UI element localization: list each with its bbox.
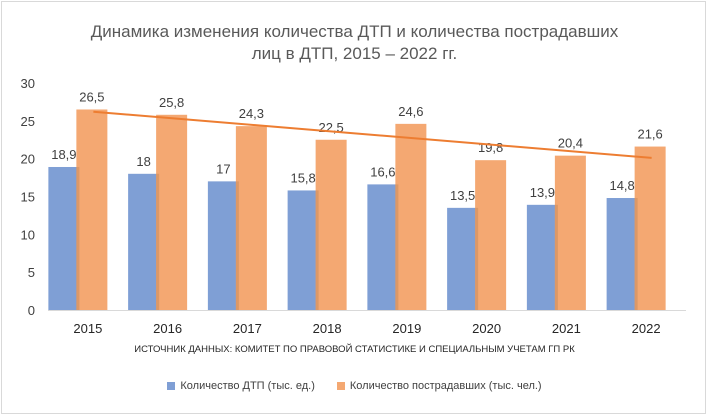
x-tick-label: 2017 [233,321,262,336]
trendline-injured [93,110,652,159]
bar-injured [395,123,427,310]
x-tick-label: 2022 [632,321,661,336]
data-label-accidents: 17 [216,161,230,176]
y-tick-label: 30 [21,76,35,91]
bar-overlap [475,207,479,310]
bar-overlap [156,173,160,310]
chart-title: Динамика изменения количества ДТП и коли… [90,22,619,63]
legend: Количество ДТП (тыс. ед.) Количество пос… [2,380,707,392]
x-tick-label: 2015 [73,321,102,336]
bar-injured [475,160,507,310]
bar-injured [315,139,347,310]
x-tick-label: 2016 [153,321,182,336]
data-label-accidents: 18,9 [51,147,76,162]
data-label-accidents: 18 [136,154,150,169]
bar-accidents [48,166,80,310]
bar-overlap [634,198,638,310]
bar-injured [634,146,666,310]
bar-injured [235,126,267,310]
bar-overlap [554,204,558,310]
bar-injured [156,114,188,310]
legend-item-accidents: Количество ДТП (тыс. ед.) [167,380,315,392]
x-tick-label: 2021 [552,321,581,336]
bar-accidents [526,204,558,310]
data-label-injured: 21,6 [637,127,662,142]
bar-overlap [395,184,399,310]
y-tick-label: 25 [21,114,35,129]
y-tick-label: 10 [21,227,35,242]
legend-label-injured: Количество пострадавших (тыс. чел.) [349,380,542,392]
x-tick-label: 2019 [392,321,421,336]
data-label-injured: 19,8 [478,140,503,155]
source-note: ИСТОЧНИК ДАННЫХ: КОМИТЕТ ПО ПРАВОВОЙ СТА… [134,344,575,355]
bar-accidents [128,173,160,310]
bar-accidents [447,207,479,310]
data-label-injured: 24,6 [398,104,423,119]
y-tick-label: 0 [28,303,35,318]
bar-overlap [76,166,80,310]
data-label-injured: 24,3 [239,106,264,121]
data-label-accidents: 14,8 [609,178,634,193]
data-label-accidents: 16,6 [370,164,395,179]
data-label-accidents: 15,8 [290,170,315,185]
bar-injured [76,109,108,310]
x-tick-label: 2018 [313,321,342,336]
data-label-injured: 20,4 [558,136,583,151]
legend-item-injured: Количество пострадавших (тыс. чел.) [336,380,542,392]
bar-accidents [367,184,399,310]
bar-overlap [235,181,239,310]
legend-swatch-injured [336,382,345,390]
y-tick-label: 20 [21,152,35,167]
data-label-accidents: 13,9 [530,185,555,200]
data-label-accidents: 13,5 [450,188,475,203]
bar-accidents [287,190,319,310]
bar-accidents [606,198,638,310]
y-tick-label: 5 [28,265,35,280]
bar-injured [554,155,586,310]
legend-swatch-accidents [167,382,176,390]
x-tick-label: 2020 [472,321,501,336]
y-tick-label: 15 [21,190,35,205]
data-label-injured: 25,8 [159,95,184,110]
bar-accidents [207,181,239,310]
legend-label-accidents: Количество ДТП (тыс. ед.) [180,380,315,392]
data-label-injured: 26,5 [79,89,104,104]
bar-overlap [315,190,319,310]
